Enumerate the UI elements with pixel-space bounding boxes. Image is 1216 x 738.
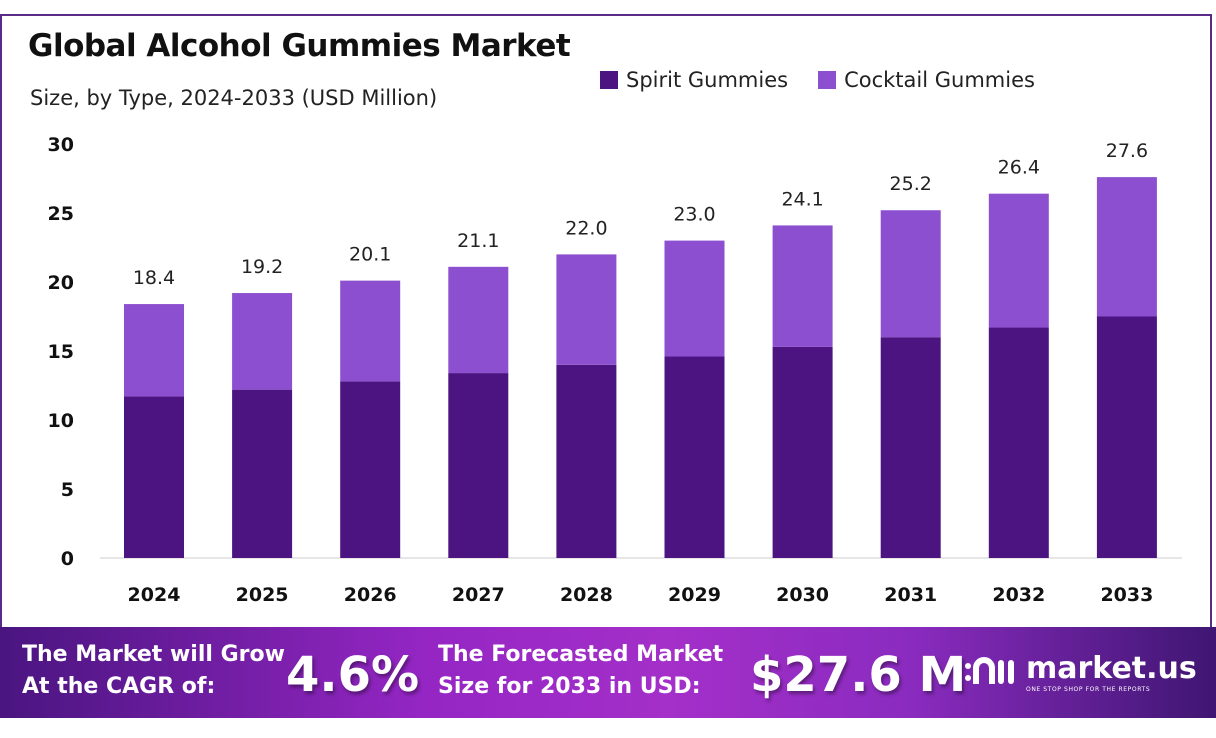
y-tick-label: 5: [61, 479, 74, 501]
y-tick-label: 15: [48, 341, 74, 363]
x-tick-label: 2026: [344, 584, 397, 606]
data-label-total: 24.1: [781, 188, 823, 210]
brand-tagline: ONE STOP SHOP FOR THE REPORTS: [1026, 686, 1151, 693]
bar-cocktail-2032: [988, 193, 1049, 328]
brand-logo: market.us ONE STOP SHOP FOR THE REPORTS: [962, 651, 1197, 693]
legend-swatch-spirit: [600, 71, 618, 89]
bar-cocktail-2033: [1096, 177, 1157, 317]
forecast-label-line1: The Forecasted Market: [438, 642, 724, 667]
frame-border: [0, 14, 1212, 718]
legend-item-cocktail: Cocktail Gummies: [818, 68, 1035, 92]
data-label-total: 21.1: [457, 230, 499, 252]
bar-cocktail-2024: [124, 304, 184, 397]
bar-cocktail-2030: [772, 225, 833, 347]
market-us-logo-icon: [965, 657, 1014, 684]
bar-spirit-2030: [772, 346, 833, 558]
brand-name: market.us: [1026, 651, 1197, 686]
bar-spirit-2029: [664, 356, 725, 558]
bar-cocktail-2026: [340, 280, 401, 382]
x-tick-label: 2029: [668, 584, 721, 606]
data-label-total: 19.2: [241, 256, 283, 278]
x-tick-label: 2033: [1100, 584, 1153, 606]
bar-cocktail-2029: [664, 240, 725, 357]
legend-swatch-cocktail: [818, 71, 837, 89]
bar-spirit-2025: [232, 389, 293, 558]
cagr-label: The Market will Grow At the CAGR of:: [22, 639, 285, 703]
x-tick-label: 2032: [992, 584, 1045, 606]
y-tick-label: 25: [48, 203, 74, 225]
data-label-total: 27.6: [1106, 140, 1148, 162]
footer-banner: The Market will Grow At the CAGR of: 4.6…: [0, 627, 1216, 718]
bar-spirit-2027: [448, 373, 509, 558]
data-label-total: 25.2: [890, 173, 932, 195]
forecast-label-line2: Size for 2033 in USD:: [438, 674, 701, 699]
legend: Spirit Gummies Cocktail Gummies: [600, 68, 1035, 92]
bar-cocktail-2027: [448, 266, 509, 374]
x-tick-label: 2024: [128, 584, 181, 606]
data-label-total: 23.0: [673, 204, 715, 226]
y-tick-label: 10: [48, 410, 74, 432]
bar-spirit-2032: [988, 327, 1049, 558]
bar-cocktail-2028: [556, 254, 617, 365]
forecast-label: The Forecasted Market Size for 2033 in U…: [438, 639, 723, 703]
bar-spirit-2024: [124, 396, 184, 558]
bar-spirit-2033: [1096, 316, 1157, 558]
data-label-total: 18.4: [133, 267, 175, 289]
cagr-label-line2: At the CAGR of:: [22, 674, 216, 699]
legend-label: Spirit Gummies: [626, 68, 789, 92]
bar-chart: 05101520253018.4202419.2202520.1202621.1…: [48, 134, 1182, 606]
bar-spirit-2031: [880, 337, 941, 558]
data-label-total: 20.1: [349, 244, 391, 266]
x-tick-label: 2025: [236, 584, 289, 606]
x-tick-label: 2027: [452, 584, 505, 606]
y-tick-label: 20: [48, 272, 74, 294]
cagr-value: 4.6%: [286, 647, 420, 703]
legend-item-spirit: Spirit Gummies: [600, 68, 788, 92]
x-tick-label: 2030: [776, 584, 829, 606]
y-tick-label: 0: [61, 548, 74, 570]
data-label-total: 22.0: [565, 217, 607, 239]
cagr-label-line1: The Market will Grow: [22, 642, 285, 667]
bar-cocktail-2031: [880, 210, 941, 338]
chart-subtitle: Size, by Type, 2024-2033 (USD Million): [30, 86, 438, 110]
forecast-value: $27.6 M: [750, 647, 967, 703]
y-tick-label: 30: [48, 134, 74, 156]
legend-label: Cocktail Gummies: [844, 68, 1035, 92]
data-label-total: 26.4: [998, 157, 1040, 179]
x-tick-label: 2031: [884, 584, 937, 606]
x-tick-label: 2028: [560, 584, 613, 606]
bar-spirit-2026: [340, 381, 401, 558]
bar-cocktail-2025: [232, 293, 293, 390]
bar-spirit-2028: [556, 364, 617, 558]
chart-title: Global Alcohol Gummies Market: [28, 28, 571, 64]
